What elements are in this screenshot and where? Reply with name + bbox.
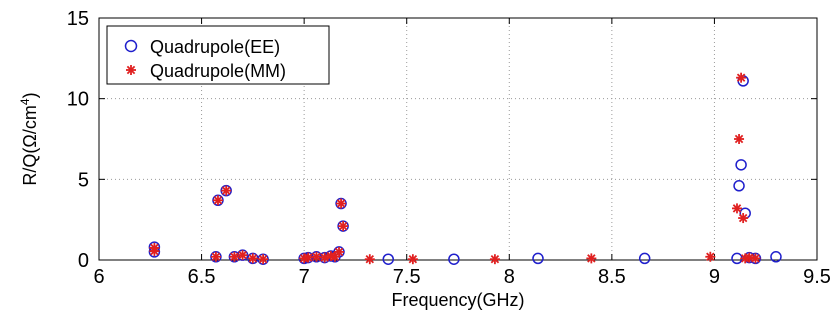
- data-point-ee: [532, 252, 544, 265]
- legend: Quadrupole(EE) Quadrupole(MM): [106, 25, 330, 85]
- data-point-ee: [382, 253, 395, 265]
- plot-frame: [98, 17, 818, 261]
- x-axis-title: Frequency(GHz): [391, 290, 524, 310]
- data-point-ee: [638, 252, 651, 265]
- data-points: [148, 72, 782, 265]
- legend-marker-mm: [126, 65, 136, 75]
- x-tick-label: 6.5: [188, 266, 216, 288]
- y-tick-label: 15: [67, 8, 89, 30]
- data-point-mm: [210, 251, 221, 262]
- data-point-mm: [336, 198, 347, 209]
- x-tick-label: 7: [299, 266, 310, 288]
- data-point-mm: [237, 250, 248, 261]
- data-point-mm: [750, 253, 761, 264]
- data-point-ee: [770, 251, 782, 263]
- x-tick-label: 9.5: [803, 266, 831, 288]
- y-axis-title-suffix: ): [20, 92, 40, 98]
- legend-label-mm: Quadrupole(MM): [150, 61, 286, 81]
- y-tick-label: 0: [78, 250, 89, 272]
- data-point-ee: [448, 253, 460, 265]
- y-axis-title-prefix: R/Q(: [20, 148, 40, 186]
- data-point-mm: [247, 253, 258, 264]
- y-tick-label: 10: [67, 89, 89, 111]
- data-point-mm: [705, 251, 716, 262]
- data-point-mm: [738, 213, 749, 224]
- data-point-mm: [303, 252, 314, 263]
- x-tick-label: 7.5: [393, 266, 421, 288]
- data-point-ee: [735, 159, 747, 171]
- y-axis-title-exponent: 4: [18, 98, 32, 105]
- data-point-mm: [734, 134, 745, 144]
- data-point-mm: [489, 254, 500, 265]
- data-point-mm: [338, 221, 349, 232]
- x-tick-label: 9: [709, 266, 720, 288]
- x-tick-label: 8.5: [598, 266, 626, 288]
- y-axis-title-unit: /cm: [20, 105, 40, 134]
- y-axis-title: R/Q(Ω/cm4): [18, 92, 40, 185]
- legend-box: [106, 25, 330, 85]
- legend-label-ee: Quadrupole(EE): [150, 37, 280, 57]
- x-tick-label: 8: [504, 266, 515, 288]
- tick-labels: 6 6.5 7 7.5 8 8.5 9 9.5 0 5 10 15: [67, 8, 831, 288]
- data-point-mm: [229, 251, 240, 262]
- y-tick-label: 5: [78, 169, 89, 191]
- data-point-ee: [733, 180, 745, 192]
- y-axis-title-omega: Ω: [20, 134, 40, 147]
- data-point-mm: [149, 246, 160, 257]
- data-point-mm: [731, 203, 742, 214]
- x-tick-label: 6: [93, 266, 104, 288]
- data-point-mm: [364, 254, 375, 265]
- data-point-mm: [212, 195, 223, 206]
- data-point-mm: [221, 185, 232, 196]
- data-point-mm: [334, 246, 345, 257]
- data-point-mm: [736, 72, 747, 83]
- legend-marker-ee: [124, 39, 138, 53]
- data-point-mm: [258, 254, 269, 265]
- data-point-mm: [407, 254, 418, 265]
- data-point-mm: [586, 253, 597, 264]
